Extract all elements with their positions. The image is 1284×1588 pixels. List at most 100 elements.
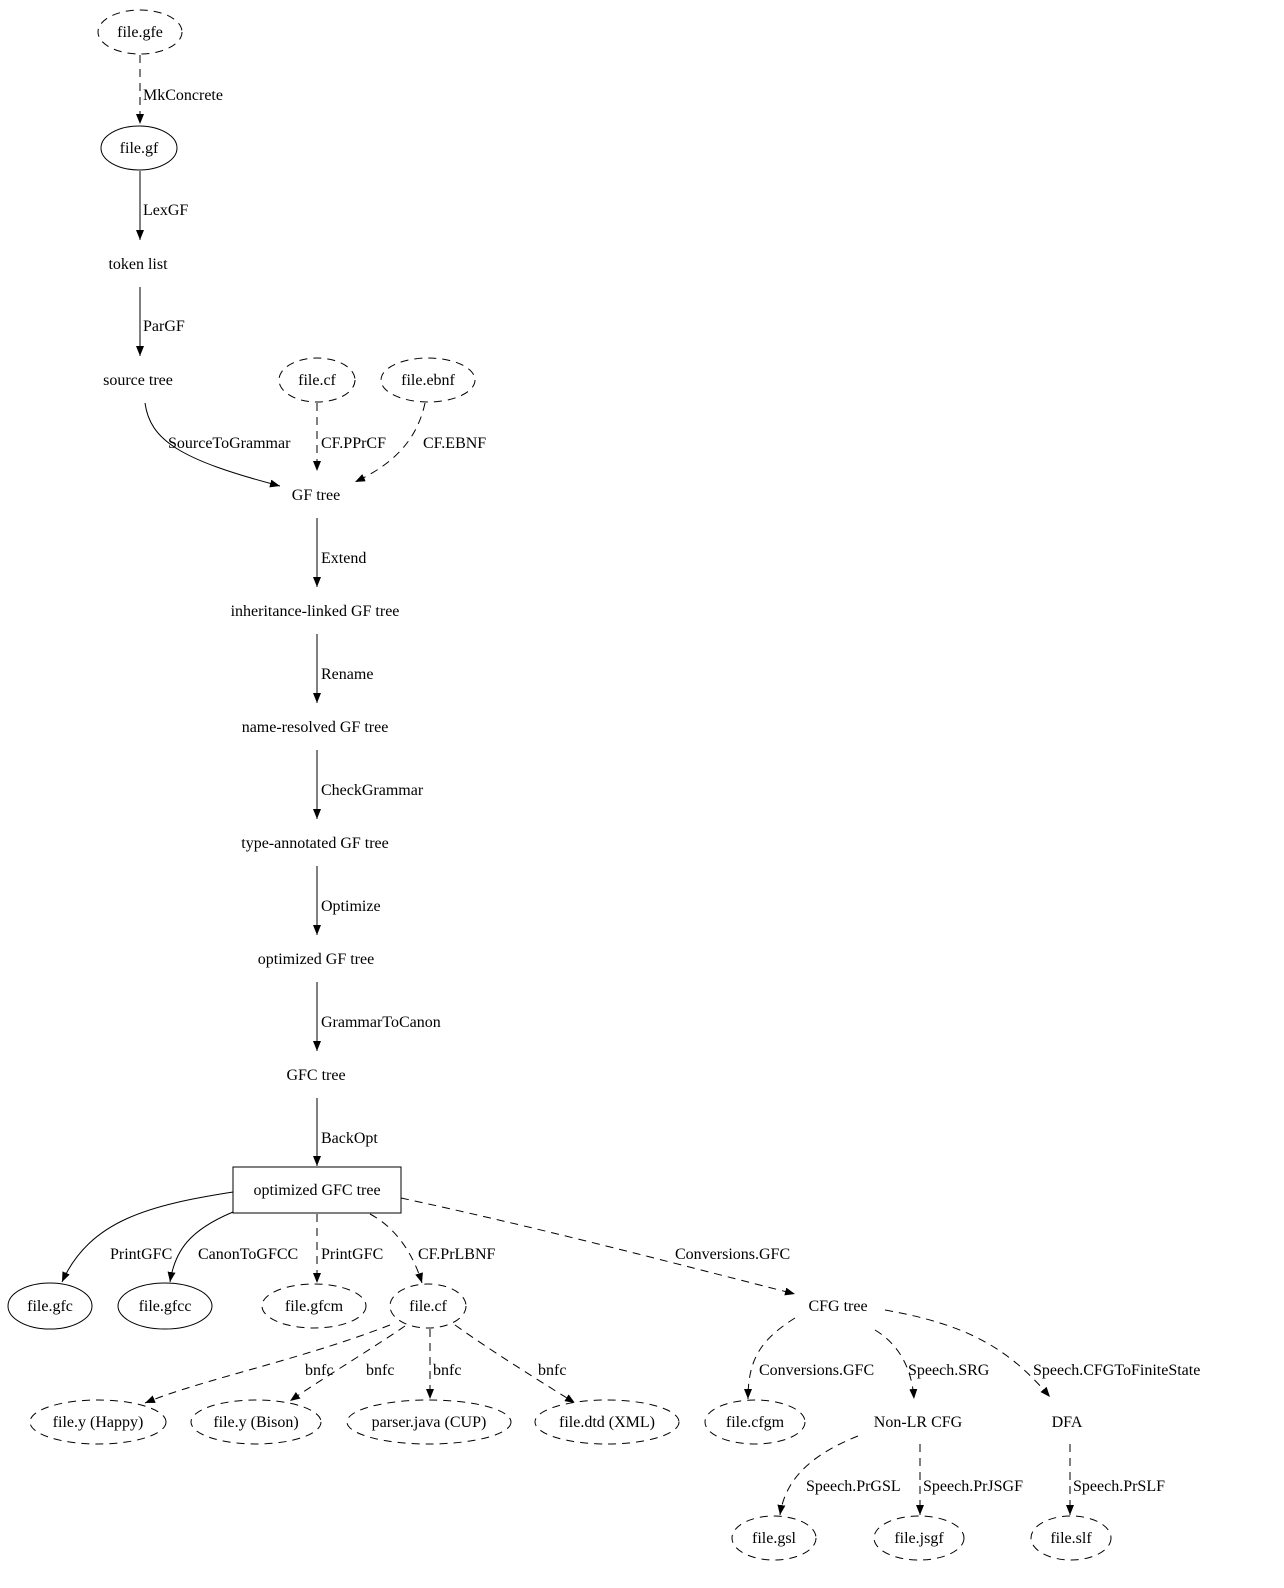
node-label: file.gfcc [139,1298,192,1315]
edge-label: BackOpt [321,1130,378,1147]
edge-label: bnfc [538,1362,566,1379]
node-label: file.ebnf [401,372,455,389]
edge-gfe-to-gf: MkConcrete [136,55,223,124]
node-label: file.jsgf [894,1530,944,1547]
edge-line [777,1435,859,1516]
node-cup: parser.java (CUP) [346,1399,512,1445]
node-ellipse [278,357,356,403]
edge-label: Optimize [321,898,381,915]
node-jsgf: file.jsgf [873,1515,965,1561]
edge-line [167,1211,234,1283]
node-label: optimized GFC tree [253,1182,380,1199]
node-cf1: file.cf [278,357,356,403]
edge-line [354,402,426,483]
edge-line [369,1213,423,1284]
node-nameres: name-resolved GF tree [242,719,389,736]
node-gsl: file.gsl [731,1515,817,1561]
edge-label: bnfc [305,1362,333,1379]
node-label: Non-LR CFG [874,1414,963,1431]
edge-label: CF.EBNF [423,435,486,452]
edge-label: LexGF [143,202,188,219]
node-label: file.cfgm [726,1414,785,1431]
edge-label: bnfc [366,1362,394,1379]
edge-label: GrammarToCanon [321,1014,441,1031]
node-ellipse [190,1399,322,1445]
edge-label: Conversions.GFC [759,1362,874,1379]
edge-optgfc-to-gfcm: PrintGFC [313,1214,383,1283]
node-gfe: file.gfe [97,9,183,55]
edge-typeann-to-opt: Optimize [313,866,381,935]
edge-line [874,1329,918,1400]
node-ellipse [873,1515,965,1561]
edge-cf2-to-dtd: bnfc [454,1324,576,1404]
edge-optgfc-to-gfcc: CanonToGFCC [167,1211,298,1283]
node-label: file.cf [298,372,336,389]
node-label: file.gsl [752,1530,797,1547]
node-cfgm: file.cfgm [704,1399,806,1445]
node-ellipse [117,1282,213,1330]
edge-nonlr-to-jsgf: Speech.PrJSGF [916,1444,1023,1515]
node-gfcc: file.gfcc [117,1282,213,1330]
node-label: file.gfe [117,24,163,41]
node-ellipse [97,9,183,55]
edge-label: Speech.SRG [908,1362,990,1379]
edge-label: Extend [321,550,366,567]
node-ellipse [7,1282,93,1330]
edge-gfc-to-optgfc: BackOpt [313,1098,378,1166]
edge-label: CF.PPrCF [321,435,386,452]
edge-gftree-to-inh: Extend [313,518,366,587]
node-inh: inheritance-linked GF tree [231,603,400,620]
edge-cfgtree-to-dfa: Speech.CFGToFiniteState [884,1309,1200,1398]
node-label: type-annotated GF tree [241,835,389,852]
node-label: GF tree [292,487,340,504]
edges: MkConcrete LexGF ParGF SourceToGrammar CF.PP… [61,55,1200,1516]
edge-line [744,1317,796,1400]
edge-label: Speech.PrGSL [806,1478,901,1495]
node-opt: optimized GF tree [258,951,374,968]
edge-optgfc-to-gfcfile: PrintGFC [61,1191,234,1283]
node-bison: file.y (Bison) [190,1399,322,1445]
edge-label: MkConcrete [143,87,223,104]
edge-nameres-to-typeann: CheckGrammar [313,750,424,819]
node-gf: file.gf [100,125,178,171]
node-source: source tree [103,372,173,389]
edge-cf2-to-bison: bnfc [289,1325,406,1402]
edge-cfgtree-to-cfgm: Conversions.GFC [744,1317,874,1400]
node-gftree: GF tree [292,487,340,504]
node-dtd: file.dtd (XML) [534,1399,680,1445]
node-ellipse [100,125,178,171]
edge-tokens-to-source: ParGF [136,287,185,356]
edge-gf-to-tokens: LexGF [136,171,188,240]
node-label: file.gfcm [285,1298,344,1315]
node-label: name-resolved GF tree [242,719,389,736]
edge-label: Rename [321,666,373,683]
node-label: file.slf [1050,1530,1092,1547]
edge-line [144,402,281,488]
edge-cf2-to-cup: bnfc [426,1329,461,1399]
edge-label: Speech.CFGToFiniteState [1033,1362,1200,1379]
node-typeann: type-annotated GF tree [241,835,389,852]
node-cfgtree: CFG tree [808,1298,867,1315]
node-label: file.gf [120,140,159,157]
node-ellipse [346,1399,512,1445]
edge-dfa-to-slf: Speech.PrSLF [1066,1444,1165,1515]
edge-opt-to-gfc: GrammarToCanon [313,982,441,1051]
nodes: file.gfe file.gf token list source tree file… [7,9,1112,1561]
node-happy: file.y (Happy) [29,1399,167,1445]
edge-label: PrintGFC [321,1246,383,1263]
edge-line [144,1324,391,1404]
edge-optgfc-to-cfgtree: Conversions.GFC [400,1197,796,1296]
edge-line [454,1324,576,1404]
node-label: file.dtd (XML) [559,1414,655,1431]
node-label: optimized GF tree [258,951,374,968]
node-label: source tree [103,372,173,389]
edge-label: CheckGrammar [321,782,424,799]
edge-label: Conversions.GFC [675,1246,790,1263]
node-ellipse [389,1283,467,1329]
node-label: token list [108,256,168,273]
edge-label: ParGF [143,318,185,335]
node-label: DFA [1052,1414,1083,1431]
edge-ebnf-to-gftree: CF.EBNF [354,402,486,483]
node-gfcm: file.gfcm [261,1283,367,1329]
